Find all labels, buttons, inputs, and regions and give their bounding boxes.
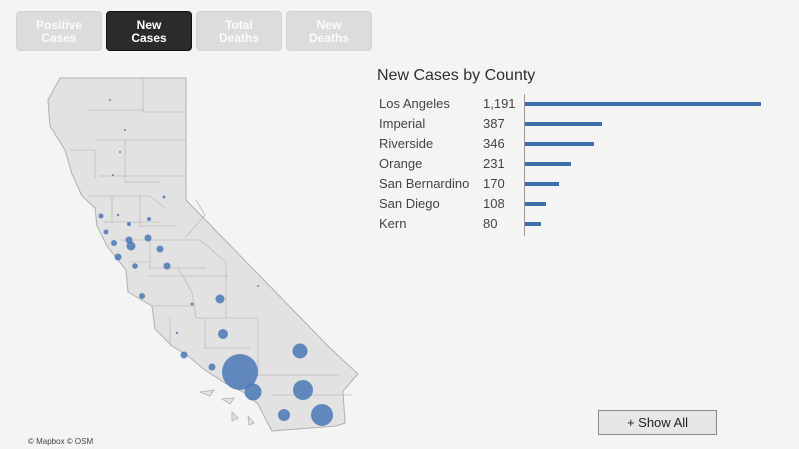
bubble-san-bernardino[interactable] (292, 343, 308, 359)
state-outline (47, 77, 359, 432)
bubble-humboldt[interactable] (109, 99, 111, 101)
bubble-riverside[interactable] (293, 380, 313, 400)
county-label-orange: Orange (379, 156, 423, 171)
bar-riverside[interactable] (525, 142, 594, 146)
bar-imperial[interactable] (525, 122, 602, 126)
bubble-sacramento[interactable] (147, 217, 151, 221)
county-label-san-bernardino: San Bernardino (379, 176, 470, 191)
tab-new-cases[interactable]: New Cases (106, 11, 192, 51)
value-label-san-bernardino: 170 (483, 176, 505, 191)
bubble-yolo[interactable] (116, 213, 120, 217)
bar-san-diego[interactable] (525, 202, 547, 206)
california-shape (47, 77, 359, 432)
show-all-button[interactable]: + Show All (598, 410, 717, 435)
bubble-solano[interactable] (127, 222, 131, 226)
bubble-ventura[interactable] (208, 363, 216, 371)
bubble-glenn[interactable] (112, 174, 114, 176)
chart-axis-line (524, 94, 525, 236)
county-label-imperial: Imperial (379, 116, 426, 131)
value-label-orange: 231 (483, 156, 505, 171)
bubble-tulare[interactable] (215, 294, 225, 304)
tab-total-deaths[interactable]: Total Deaths (196, 11, 282, 51)
bubble-san-diego[interactable] (278, 409, 290, 421)
value-label-imperial: 387 (483, 116, 505, 131)
bubble-imperial[interactable] (311, 404, 333, 426)
county-bar-chart: Los Angeles 1,191 Imperial 387 Riverside 346 O… (377, 94, 777, 236)
islands (198, 389, 255, 426)
bar-los-angeles[interactable] (525, 102, 761, 106)
metric-tabs: Positive Cases New Cases Total Deaths Ne… (16, 11, 372, 51)
county-label-kern: Kern (379, 216, 407, 231)
bubble-san-francisco[interactable] (111, 240, 117, 246)
bar-san-bernardino[interactable] (525, 182, 559, 186)
bubble-san-mateo[interactable] (114, 253, 122, 261)
case-bubbles (98, 99, 333, 426)
bubble-los-angeles[interactable] (222, 354, 258, 390)
county-label-los-angeles: Los Angeles (379, 96, 450, 111)
bar-kern[interactable] (525, 222, 541, 226)
bubble-inyo[interactable] (257, 285, 259, 287)
bubble-santa-clara[interactable] (132, 263, 138, 269)
bubble-stanislaus[interactable] (156, 245, 164, 253)
value-label-san-diego: 108 (483, 196, 505, 211)
bar-orange[interactable] (525, 162, 571, 166)
bubble-tehama[interactable] (119, 151, 121, 153)
county-label-san-diego: San Diego (379, 196, 440, 211)
bubble-orange[interactable] (244, 383, 262, 401)
bubble-alameda[interactable] (126, 241, 136, 251)
value-label-los-angeles: 1,191 (483, 96, 516, 111)
tab-new-deaths[interactable]: New Deaths (286, 11, 372, 51)
county-label-riverside: Riverside (379, 136, 434, 151)
tab-positive-cases[interactable]: Positive Cases (16, 11, 102, 51)
bubble-monterey[interactable] (139, 293, 145, 299)
bubble-madera[interactable] (190, 302, 194, 306)
bubble-sonoma[interactable] (98, 213, 104, 219)
bubble-marin[interactable] (103, 229, 109, 235)
chart-title: New Cases by County (377, 67, 536, 84)
value-label-kern: 80 (483, 216, 498, 231)
bubble-merced[interactable] (175, 331, 179, 335)
bubble-san-joaquin[interactable] (144, 234, 152, 242)
bubble-kern[interactable] (218, 329, 228, 339)
bubble-contra-costa[interactable] (125, 236, 133, 244)
bubble-shasta[interactable] (124, 129, 126, 131)
bubble-placer[interactable] (162, 195, 166, 199)
map-attribution: © Mapbox © OSM (28, 437, 94, 446)
bubble-santa-barbara[interactable] (180, 351, 188, 359)
bubble-fresno[interactable] (163, 262, 171, 270)
california-county-map[interactable] (0, 60, 370, 449)
value-label-riverside: 346 (483, 136, 505, 151)
